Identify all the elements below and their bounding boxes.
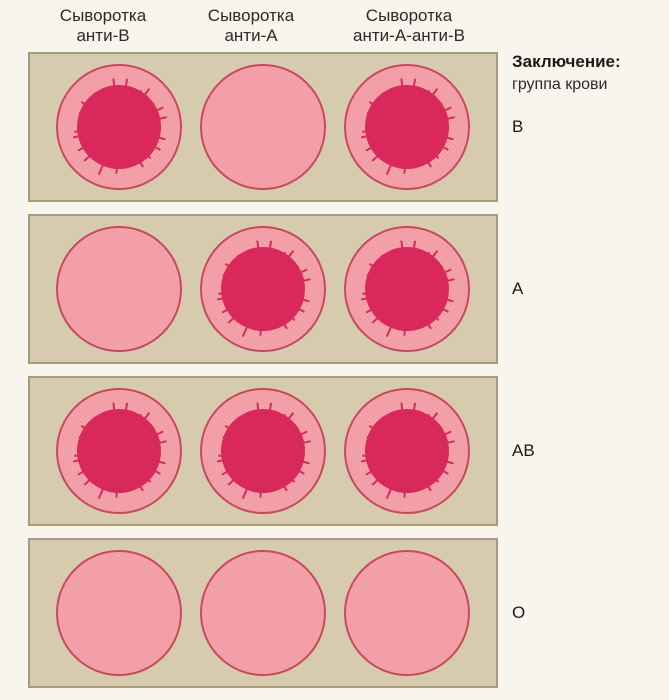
blood-drop-plain (200, 64, 326, 190)
row-label: А (512, 279, 523, 299)
agglutination-core (77, 85, 161, 169)
blood-drop-agglutinated (56, 388, 182, 514)
agglutination-core (77, 409, 161, 493)
panel-row (28, 52, 498, 202)
blood-drop-agglutinated (344, 226, 470, 352)
blood-drop-plain (56, 226, 182, 352)
panel-row (28, 214, 498, 364)
drops-row (30, 216, 496, 362)
drops-row (30, 540, 496, 686)
blood-drop-plain (56, 550, 182, 676)
row-label: О (512, 603, 525, 623)
panel-row (28, 376, 498, 526)
agglutination-core (365, 85, 449, 169)
col-header-anti-b: Сыворотка анти-В (28, 6, 178, 45)
agglutination-core (221, 247, 305, 331)
blood-drop-agglutinated (344, 388, 470, 514)
conclusion-subtitle: группа крови (512, 76, 607, 94)
row-label: В (512, 117, 523, 137)
col-header-anti-a: Сыворотка анти-А (178, 6, 324, 45)
blood-drop-agglutinated (200, 388, 326, 514)
blood-drop-agglutinated (56, 64, 182, 190)
blood-drop-agglutinated (200, 226, 326, 352)
drops-row (30, 54, 496, 200)
drops-row (30, 378, 496, 524)
agglutination-core (365, 247, 449, 331)
conclusion-title: Заключение: (512, 52, 621, 72)
agglutination-core (365, 409, 449, 493)
col-header-anti-ab: Сыворотка анти-А-анти-В (324, 6, 494, 45)
blood-drop-plain (200, 550, 326, 676)
blood-drop-plain (344, 550, 470, 676)
agglutination-core (221, 409, 305, 493)
row-label: АВ (512, 441, 535, 461)
column-headers: Сыворотка анти-В Сыворотка анти-А Сыворо… (28, 6, 494, 45)
blood-drop-agglutinated (344, 64, 470, 190)
panel-row (28, 538, 498, 688)
blood-typing-diagram: Сыворотка анти-В Сыворотка анти-А Сыворо… (0, 0, 669, 700)
